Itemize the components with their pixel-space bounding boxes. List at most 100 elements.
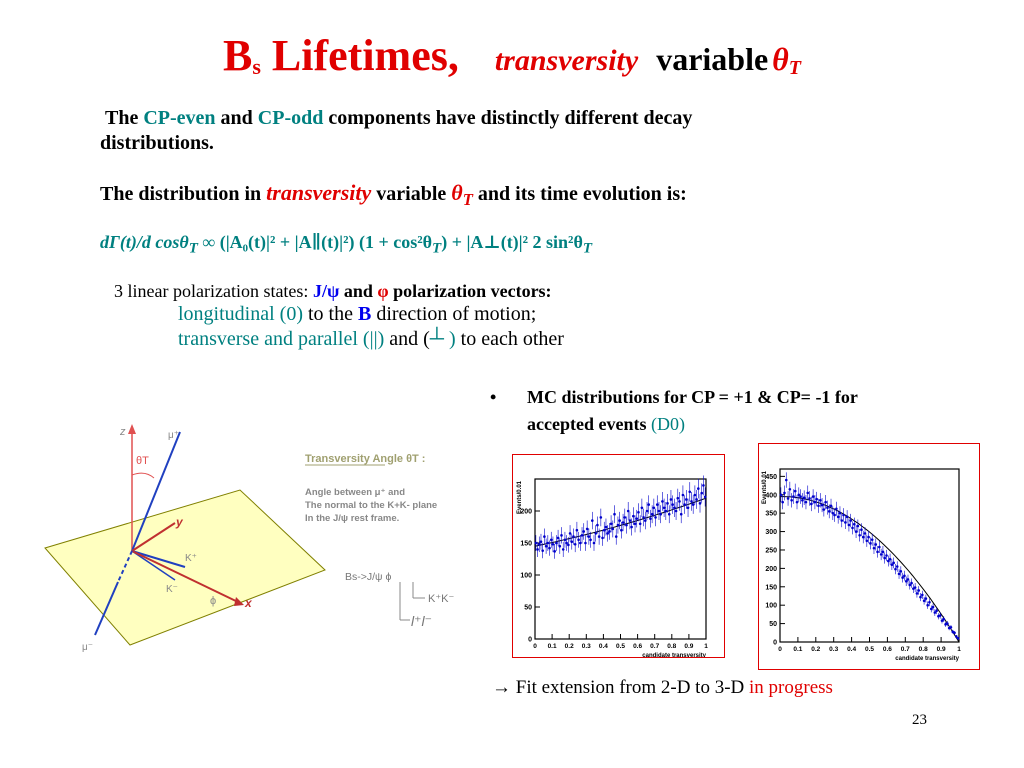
data-point	[869, 542, 872, 545]
data-point	[856, 524, 860, 528]
x-tick-label: 0.2	[565, 643, 574, 650]
pol-close: )	[448, 328, 456, 350]
angle-title: Transversity Angle θT :	[305, 453, 425, 465]
data-point	[928, 600, 931, 604]
data-point	[851, 526, 854, 530]
x-tick-label: 0.3	[582, 643, 591, 650]
data-point	[903, 574, 906, 578]
data-point	[833, 513, 836, 517]
dist-transversity: transversity	[266, 180, 372, 205]
data-point	[628, 519, 632, 522]
data-point	[904, 579, 908, 583]
data-point	[544, 544, 548, 548]
data-point	[913, 586, 917, 589]
data-point	[949, 625, 953, 629]
data-point	[854, 530, 858, 533]
data-point	[931, 605, 935, 609]
data-point	[885, 554, 888, 557]
data-point	[702, 484, 705, 487]
title-main: B	[222, 31, 253, 80]
angle-desc-2: The normal to the K+K- plane	[305, 500, 437, 511]
data-point	[678, 500, 681, 503]
y-tick-label: 150	[520, 541, 532, 548]
data-point	[908, 583, 912, 587]
data-point	[835, 507, 838, 511]
x-tick-label: 0.4	[599, 643, 608, 650]
data-point	[817, 504, 820, 508]
pol-phi: φ	[377, 281, 389, 301]
data-point	[867, 535, 870, 539]
data-point	[604, 525, 608, 529]
x-tick-label: 0.9	[937, 646, 946, 653]
data-point	[870, 538, 874, 541]
data-point	[661, 500, 664, 503]
data-point	[829, 504, 833, 508]
data-point	[606, 532, 609, 535]
data-point	[688, 490, 692, 494]
y-axis-title: Events/0.01	[762, 470, 768, 504]
formula-rhs2-sub: T	[582, 240, 593, 257]
data-point	[849, 519, 853, 522]
data-point	[654, 516, 657, 519]
data-point	[938, 614, 942, 617]
data-point	[671, 503, 674, 506]
pol-longitudinal: longitudinal (0)	[178, 303, 303, 325]
data-point	[652, 506, 656, 510]
y-tick-label: 100	[765, 603, 777, 610]
y-axis	[131, 522, 176, 552]
data-point	[537, 542, 541, 546]
distribution-sentence: The distribution in transversity variabl…	[100, 180, 687, 212]
data-point	[596, 523, 599, 527]
data-point	[664, 509, 668, 513]
data-point	[534, 541, 538, 545]
data-point	[570, 540, 574, 544]
dist-theta-sub: T	[462, 190, 473, 209]
title-lifetimes: Lifetimes,	[260, 31, 459, 80]
data-point	[845, 515, 849, 519]
data-point	[795, 500, 799, 504]
x-tick-label: 0.1	[548, 643, 557, 650]
data-point	[946, 622, 949, 625]
title-variable: variable	[656, 41, 769, 77]
y-tick-label: 350	[765, 511, 777, 518]
fit-curve	[534, 497, 707, 547]
data-point	[865, 539, 869, 543]
data-point	[697, 487, 700, 490]
data-point	[638, 522, 642, 526]
y-tick-label: 0	[528, 637, 532, 644]
kminus-track	[131, 550, 176, 581]
data-point	[698, 502, 702, 505]
data-point	[901, 576, 904, 579]
data-point	[686, 506, 690, 510]
data-point	[876, 550, 879, 554]
plot-cp-odd: 0 50 100 150 200 250 300 350 400 450 0 0.1 0.2 0.3 0.4…	[762, 468, 961, 662]
data-point	[879, 553, 883, 556]
fit-curve	[780, 496, 960, 643]
data-point	[824, 500, 827, 504]
data-point	[632, 514, 635, 518]
data-point	[942, 617, 946, 621]
data-point	[781, 500, 784, 504]
data-point	[558, 544, 562, 548]
x-tick-label: 0.7	[650, 643, 659, 650]
data-point	[582, 530, 586, 533]
y-tick-label: 250	[765, 547, 777, 554]
y-tick-label: 200	[765, 566, 777, 573]
data-point	[883, 556, 887, 560]
data-point	[929, 607, 933, 611]
pol-jpsi: J/ψ	[312, 281, 340, 301]
data-point	[657, 509, 661, 513]
data-point	[895, 565, 899, 568]
bullet-line2: accepted events	[527, 414, 647, 434]
polarization-line2: longitudinal (0) to the B direction of m…	[178, 303, 536, 326]
data-point	[793, 489, 797, 493]
data-point	[666, 502, 669, 505]
data-point	[813, 500, 817, 504]
kplus-label: K⁺	[185, 553, 197, 564]
data-point	[565, 541, 568, 545]
formula-rhs2: ) + |A⊥(t)|² 2 sin²θ	[441, 232, 583, 252]
data-point	[555, 541, 558, 545]
data-point	[783, 491, 786, 495]
data-point	[779, 493, 783, 497]
x-tick-label: 0.5	[616, 643, 625, 650]
